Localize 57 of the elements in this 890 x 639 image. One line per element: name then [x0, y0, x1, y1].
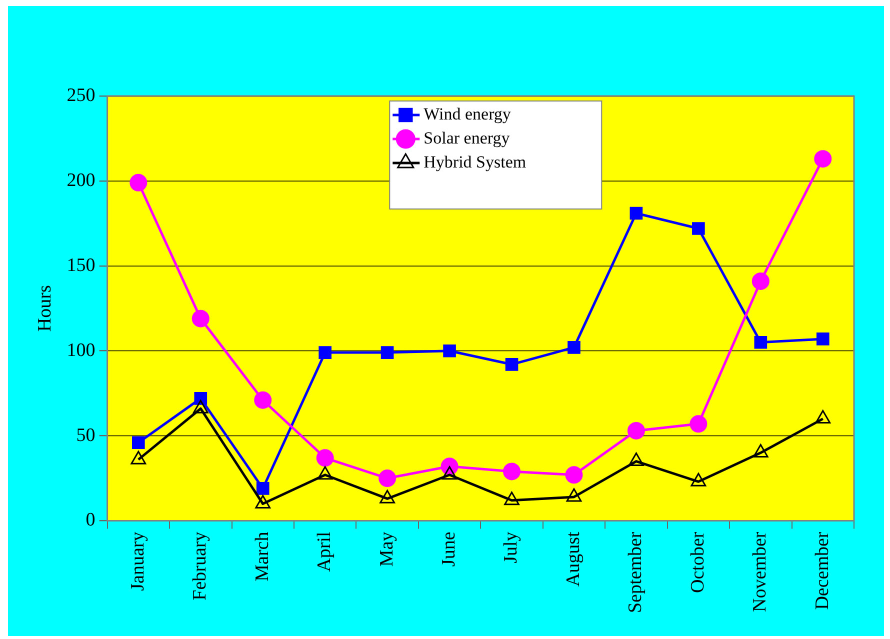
point: [317, 466, 333, 480]
y-tick-label: 50: [76, 424, 96, 446]
point: [814, 150, 832, 168]
point: [754, 336, 768, 349]
point: [690, 472, 706, 486]
point: [752, 272, 770, 290]
point: [442, 466, 458, 480]
point: [132, 436, 145, 449]
x-tick-label: April: [314, 532, 336, 572]
x-tick-label: January: [127, 531, 148, 591]
x-tick-label: February: [190, 531, 211, 600]
x-tick-label: September: [625, 531, 646, 614]
point: [568, 341, 580, 354]
point: [815, 410, 831, 424]
point: [690, 415, 708, 433]
x-tick-label: November: [750, 531, 771, 612]
legend-label: Hybrid System: [424, 152, 526, 172]
x-tick-label: March: [252, 531, 273, 582]
point: [318, 346, 332, 359]
point: [565, 466, 583, 484]
point: [503, 462, 521, 480]
legend-label: Wind energy: [424, 104, 512, 124]
point: [192, 400, 208, 414]
x-tick-label: June: [438, 532, 460, 567]
point: [256, 482, 270, 495]
point: [443, 344, 456, 358]
y-tick-label: 100: [66, 340, 96, 361]
y-tick-label: 0: [86, 510, 96, 531]
point: [566, 488, 582, 502]
point: [378, 470, 396, 488]
point: [192, 310, 210, 328]
x-tick-label: December: [812, 531, 833, 610]
legend-label: Solar energy: [424, 128, 510, 148]
x-tick-label: July: [500, 531, 522, 564]
point: [130, 174, 148, 192]
point: [130, 450, 146, 464]
point: [254, 391, 272, 409]
point: [316, 449, 334, 467]
point: [255, 495, 271, 509]
point: [505, 358, 518, 371]
point: [504, 492, 520, 506]
point: [692, 222, 705, 235]
point: [752, 444, 768, 458]
point: [627, 422, 645, 440]
point: [628, 452, 644, 466]
x-tick-label: May: [376, 531, 398, 567]
point: [194, 392, 208, 405]
point: [380, 490, 395, 504]
point: [380, 346, 394, 359]
point: [816, 332, 830, 346]
x-tick-label: August: [562, 531, 584, 587]
y-tick-label: 200: [66, 170, 96, 191]
y-tick-label: 250: [66, 84, 96, 106]
y-tick-label: 150: [66, 254, 96, 276]
y-axis-title: Hours: [34, 285, 56, 332]
x-tick-label: October: [687, 531, 708, 593]
point: [630, 206, 643, 220]
